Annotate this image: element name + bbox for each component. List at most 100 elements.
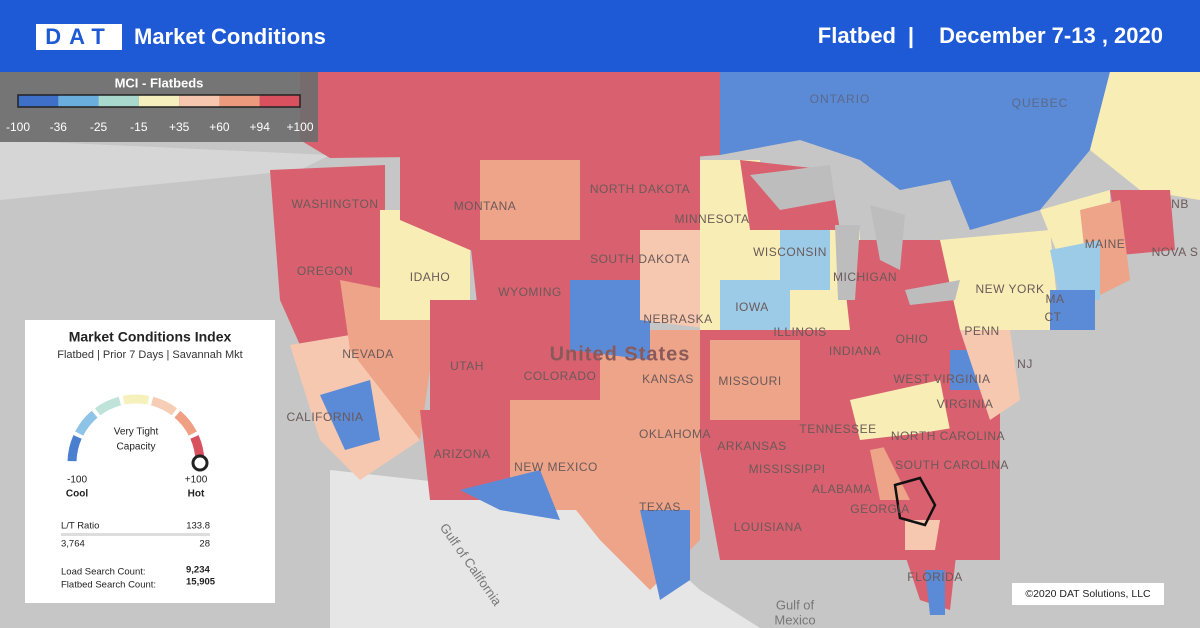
region	[925, 570, 945, 615]
region	[710, 340, 800, 420]
savannah-market-outline	[893, 476, 937, 527]
legend-frame	[17, 94, 301, 108]
map-label: OREGON	[297, 264, 353, 278]
map-label: MAINE	[1085, 237, 1126, 251]
country-label: United States	[550, 343, 691, 365]
trucks: 28	[199, 539, 210, 550]
gauge-segment	[150, 396, 178, 416]
map-label: NEBRASKA	[643, 312, 712, 326]
map-label: NEW YORK	[975, 282, 1044, 296]
region	[720, 280, 790, 330]
legend-tick-label: +100	[286, 120, 313, 134]
map-label: TEXAS	[639, 500, 681, 514]
map-label: ALABAMA	[812, 482, 872, 496]
map-label: ARIZONA	[434, 447, 491, 461]
water-label: Mexico	[774, 612, 815, 627]
legend-swatch	[138, 95, 180, 107]
map-label: VIRGINIA	[937, 397, 994, 411]
map-label: TENNESSEE	[799, 422, 876, 436]
map-label: SOUTH DAKOTA	[590, 252, 690, 266]
logo: DAT	[45, 24, 113, 49]
region	[420, 410, 510, 500]
map-label: OKLAHOMA	[639, 427, 711, 441]
map-label: MISSOURI	[718, 374, 781, 388]
map-label: UTAH	[450, 359, 484, 373]
flatbed-search-value: 15,905	[186, 577, 216, 588]
legend-swatch	[18, 95, 59, 107]
legend-tick-label: -25	[90, 120, 108, 134]
panel-title: Market Conditions Index	[69, 329, 232, 345]
legend-tick-label: -36	[50, 120, 68, 134]
panel-subtitle: Flatbed | Prior 7 Days | Savannah Mkt	[57, 349, 242, 361]
lake	[750, 165, 835, 210]
map-label: LOUISIANA	[734, 520, 803, 534]
region	[1090, 72, 1200, 200]
index-panel	[25, 320, 275, 603]
map-label: NEW MEXICO	[514, 460, 598, 474]
region	[570, 280, 650, 360]
ratio-value: 133.8	[186, 521, 210, 532]
land-west	[0, 140, 330, 200]
map-label: MISSISSIPPI	[749, 462, 826, 476]
copyright: ©2020 DAT Solutions, LLC	[1025, 588, 1151, 600]
legend-swatch	[58, 95, 99, 107]
region	[840, 240, 960, 330]
map-label: GEORGIA	[850, 502, 910, 516]
region	[460, 470, 560, 520]
load-search-label: Load Search Count:	[61, 567, 146, 578]
water-label: Gulf of	[776, 597, 815, 612]
map-label: NOVA S	[1152, 245, 1199, 259]
header-bar	[0, 0, 1200, 72]
map-label: WYOMING	[498, 285, 562, 299]
map-label: NORTH CAROLINA	[891, 429, 1005, 443]
legend-swatch	[179, 95, 220, 107]
ratio-label: L/T Ratio	[61, 521, 99, 532]
region	[1050, 290, 1095, 330]
legend-tick-label: +35	[169, 120, 190, 134]
header-segment: Flatbed	[818, 23, 896, 48]
legend-title: MCI - Flatbeds	[115, 75, 204, 90]
gauge-segment	[67, 435, 82, 462]
map-label: NEVADA	[342, 347, 393, 361]
map-label: INDIANA	[829, 344, 881, 358]
gauge-status: Very Tight	[114, 427, 159, 438]
map-label: CALIFORNIA	[286, 410, 363, 424]
map-label: MINNESOTA	[675, 212, 750, 226]
legend-bar	[17, 94, 301, 108]
map-label: WASHINGTON	[291, 197, 378, 211]
map-label: COLORADO	[524, 369, 597, 383]
lakes	[750, 165, 960, 305]
map-label: FLORIDA	[907, 570, 963, 584]
gauge-status: Capacity	[117, 442, 156, 453]
region	[480, 160, 580, 250]
map-label: OHIO	[896, 332, 929, 346]
header-dates: December 7-13 , 2020	[939, 23, 1163, 48]
map-label: SOUTH CAROLINA	[895, 458, 1009, 472]
region	[300, 72, 720, 160]
map-label: MICHIGAN	[833, 270, 897, 284]
header-title: Market Conditions	[134, 24, 326, 49]
region	[1050, 240, 1100, 300]
lake	[905, 280, 960, 305]
map-label: IOWA	[735, 300, 769, 314]
map-label: ILLINOIS	[773, 325, 826, 339]
flatbed-search-label: Flatbed Search Count:	[61, 580, 156, 591]
logo-box	[36, 24, 122, 50]
legend-swatch	[259, 95, 300, 107]
map-label: KANSAS	[642, 372, 694, 386]
copyright-box	[1012, 583, 1164, 605]
gauge-segment	[174, 410, 197, 436]
map-label: NB	[1171, 197, 1189, 211]
map-label: MONTANA	[454, 199, 517, 213]
load-search-value: 9,234	[186, 565, 210, 576]
region	[430, 300, 520, 420]
gauge-segment	[122, 394, 150, 405]
map-label: WISCONSIN	[753, 245, 827, 259]
region	[950, 72, 1110, 230]
mexico-land	[330, 470, 760, 628]
map-label: PENN	[964, 324, 999, 338]
legend-tick-label: -100	[6, 120, 30, 134]
map-label: ARKANSAS	[717, 439, 786, 453]
region	[720, 72, 950, 190]
